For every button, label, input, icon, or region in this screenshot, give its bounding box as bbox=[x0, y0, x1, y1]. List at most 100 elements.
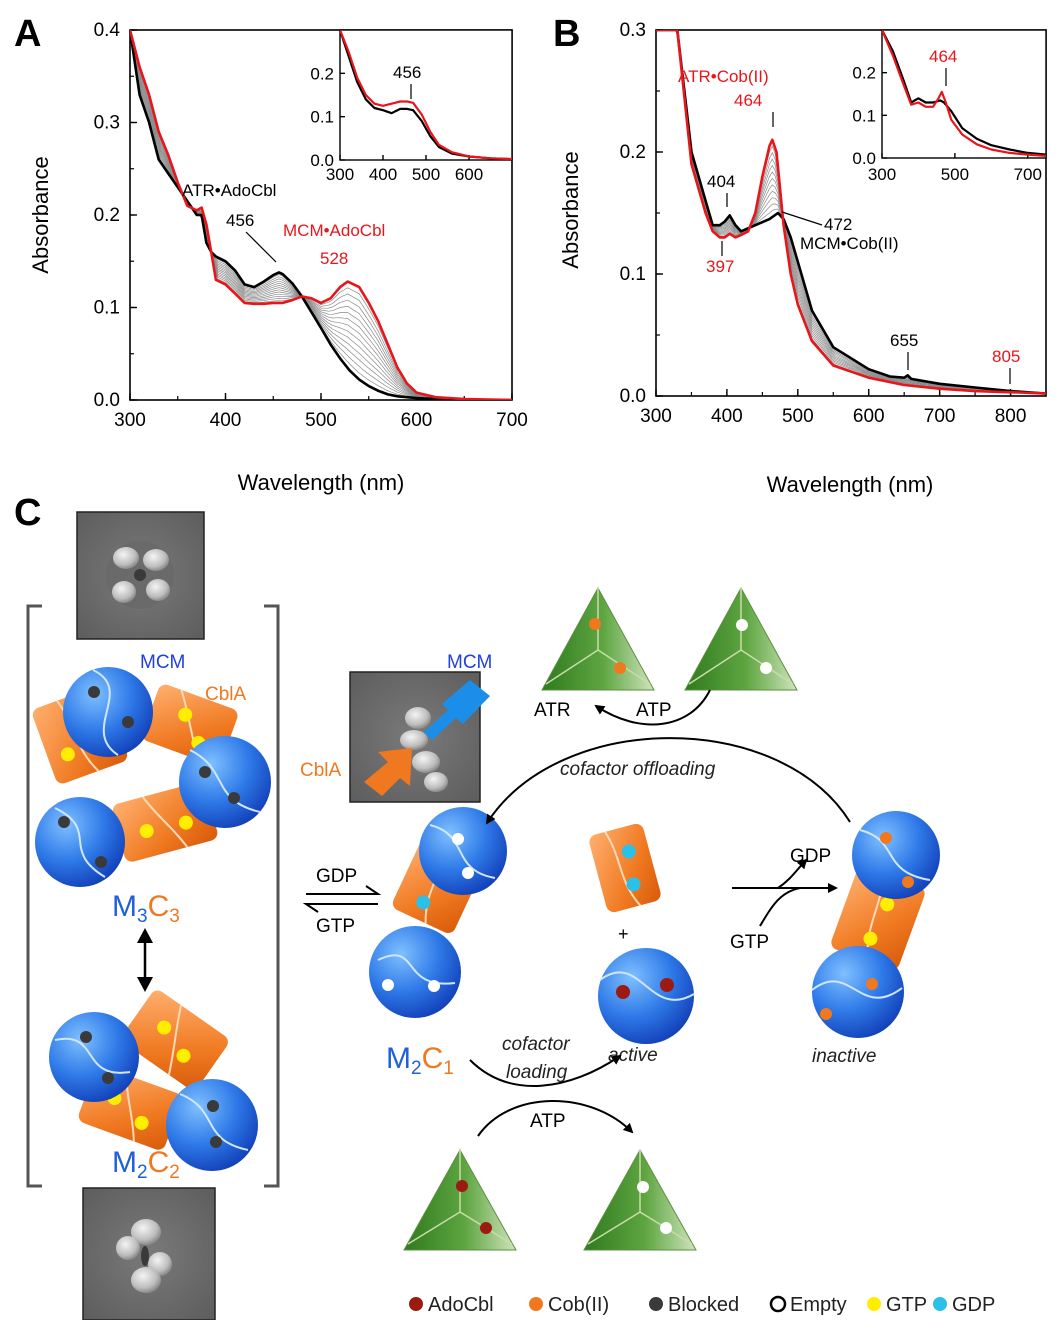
mcm-sphere bbox=[63, 667, 153, 757]
inset-b-peak-label: 464 bbox=[929, 47, 957, 66]
cofactor-loading-label-2: loading bbox=[506, 1062, 568, 1083]
b-inset-series-0-line bbox=[882, 30, 1046, 156]
legend-label: Cob(II) bbox=[548, 1294, 609, 1316]
a-inset-y-tick-label: 0.1 bbox=[310, 108, 334, 127]
peak-456-leader bbox=[245, 231, 277, 263]
b-main-y-tick-label: 0.1 bbox=[620, 264, 646, 285]
a-main-x-tick-label: 300 bbox=[114, 410, 146, 431]
a-inset-series-1-line bbox=[340, 30, 512, 160]
mcm-label: MCM bbox=[140, 652, 185, 673]
b-main-y-tick-label: 0.0 bbox=[620, 386, 646, 407]
inset-a-peak-label: 456 bbox=[393, 63, 421, 82]
a-y-axis-title: Absorbance bbox=[28, 156, 53, 273]
chart-a: 300 400 500 600 700 0.0 0.1 0.2 0.3 0.4 Absorbance… bbox=[28, 20, 528, 495]
b-inset-x-tick-label: 700 bbox=[1014, 165, 1042, 184]
mcm-sphere bbox=[166, 1079, 258, 1171]
a-inset-x-tick-label: 600 bbox=[455, 165, 483, 184]
legend-swatch-empty bbox=[769, 1295, 787, 1313]
mcm-sphere bbox=[49, 1012, 139, 1102]
b-y-axis-title: Absorbance bbox=[558, 151, 583, 268]
a-main-series-1-line bbox=[130, 30, 512, 400]
mcm-sphere bbox=[419, 807, 507, 895]
a-main-x-tick-label: 600 bbox=[401, 410, 433, 431]
b-x-axis-title: Wavelength (nm) bbox=[767, 472, 934, 497]
m2c1-label: M2C1 bbox=[386, 1042, 454, 1079]
atr-release-arrow bbox=[594, 689, 711, 726]
b-inset-series-1-line bbox=[882, 30, 1046, 157]
active-label: active bbox=[608, 1045, 658, 1066]
b-main-x-tick-label: 600 bbox=[853, 406, 885, 427]
cbla-label: CblA bbox=[205, 684, 247, 705]
b-main-y-tick-label: 0.3 bbox=[620, 20, 646, 41]
plus-sign: + bbox=[618, 924, 629, 944]
b-inset-y-tick-label: 0.1 bbox=[852, 106, 876, 125]
a-inset-bg bbox=[340, 30, 512, 160]
em-image-m3c3 bbox=[76, 511, 205, 640]
m2c1-complex bbox=[369, 807, 507, 1018]
a-main-series-0-line bbox=[130, 30, 512, 400]
chart-a-annotations: ATR•AdoCbl 456 MCM•AdoCbl 528 456 bbox=[182, 63, 421, 268]
b-main-x-tick-label: 300 bbox=[640, 406, 672, 427]
atp-bottom-label: ATP bbox=[530, 1111, 566, 1132]
legend-label: Blocked bbox=[668, 1294, 739, 1316]
loading-arrow bbox=[469, 1054, 622, 1087]
b-main-x-tick-label: 800 bbox=[995, 406, 1027, 427]
legend-label: Empty bbox=[790, 1294, 847, 1316]
atr-loading-arrow bbox=[477, 1100, 634, 1137]
m3c3-complex: MCM CblA bbox=[32, 652, 271, 887]
peak-472-leader bbox=[781, 211, 823, 226]
mcm-sphere bbox=[35, 797, 125, 887]
gtp-right-label: GTP bbox=[730, 932, 769, 953]
legend-swatch-gdp bbox=[933, 1297, 947, 1311]
a-main-y-tick-label: 0.3 bbox=[94, 113, 120, 134]
peak-404-label: 404 bbox=[707, 172, 735, 191]
b-inset-y-tick-label: 0.2 bbox=[852, 64, 876, 83]
b-inset-x-tick-label: 300 bbox=[868, 165, 896, 184]
mcm-pointer-arrow: MCM bbox=[424, 652, 492, 740]
equilibrium-vertical-arrow bbox=[137, 928, 153, 992]
a-main-x-tick-label: 500 bbox=[305, 410, 337, 431]
cofactor-loading-label-1: cofactor bbox=[502, 1034, 570, 1055]
peak-528-label: 528 bbox=[320, 249, 348, 268]
atr-label: ATR bbox=[534, 700, 571, 721]
gtp-label: GTP bbox=[316, 916, 355, 937]
a-main-x-tick-label: 700 bbox=[496, 410, 528, 431]
a-inset-x-tick-label: 500 bbox=[412, 165, 440, 184]
mcm-adocbl-label: MCM•AdoCbl bbox=[283, 221, 385, 240]
gdp-gtp-equilibrium: GDP GTP bbox=[302, 866, 382, 937]
legend-label: GTP bbox=[886, 1294, 927, 1316]
a-inset-x-tick-label: 300 bbox=[326, 165, 354, 184]
gtp-exchange-arrow: GDP GTP bbox=[730, 846, 838, 953]
inactive-label: inactive bbox=[812, 1046, 876, 1067]
peak-655-label: 655 bbox=[890, 331, 918, 350]
a-inset-x-tick-label: 400 bbox=[369, 165, 397, 184]
b-main-x-tick-label: 700 bbox=[924, 406, 956, 427]
b-main-y-tick-label: 0.2 bbox=[620, 142, 646, 163]
inactive-complex bbox=[811, 811, 940, 1038]
a-main-y-tick-label: 0.2 bbox=[94, 205, 120, 226]
legend: AdoCbl Cob(II) Blocked Empty GTP GDP bbox=[409, 1294, 995, 1316]
a-inset-y-tick-label: 0.2 bbox=[310, 64, 334, 83]
mcm-sphere bbox=[179, 736, 271, 828]
a-x-axis-title: Wavelength (nm) bbox=[238, 470, 405, 495]
left-bracket bbox=[26, 604, 42, 1188]
m2c2-label: M2C2 bbox=[112, 1146, 180, 1183]
a-main-y-tick-label: 0.0 bbox=[94, 390, 120, 411]
em-image-m2c2 bbox=[82, 1187, 216, 1320]
atr-triangle-cob bbox=[541, 586, 655, 691]
b-main-x-tick-label: 400 bbox=[711, 406, 743, 427]
atr-triangle-empty-bottom bbox=[583, 1148, 697, 1251]
a-inset-y-tick-label: 0.0 bbox=[310, 151, 334, 170]
b-inset-plot-frame bbox=[881, 29, 1047, 159]
peak-472-label: 472 bbox=[824, 215, 852, 234]
panel-a-letter: A bbox=[14, 13, 41, 55]
m3c3-label: M3C3 bbox=[112, 890, 180, 927]
atr-cob-label: ATR•Cob(II) bbox=[678, 67, 769, 86]
b-main-series-1-line bbox=[656, 30, 1046, 395]
legend-swatch-gtp bbox=[867, 1297, 881, 1311]
legend-label: GDP bbox=[952, 1294, 995, 1316]
offloading-arrow bbox=[485, 737, 851, 825]
legend-label: AdoCbl bbox=[428, 1294, 494, 1316]
chart-b-annotations: ATR•Cob(II) 464 404 472 MCM•Cob(II) 397 … bbox=[678, 47, 1020, 384]
right-bracket bbox=[264, 604, 280, 1188]
